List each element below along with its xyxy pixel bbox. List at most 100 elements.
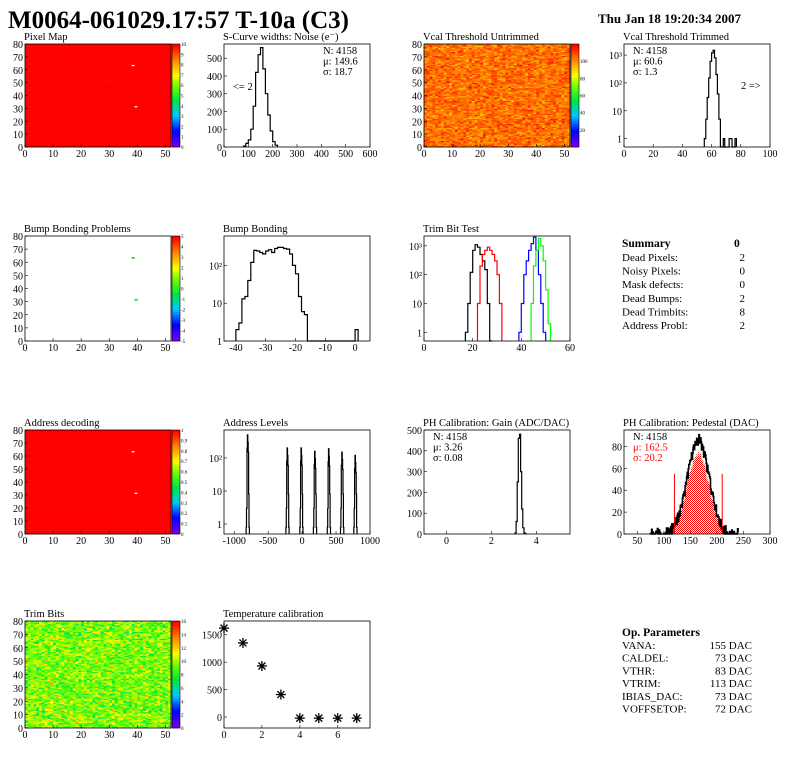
heatmap-cell [67,125,71,127]
heatmap-cell [50,132,54,135]
heatmap-cell [151,80,155,82]
heatmap-cell [148,109,152,112]
palette-swatch [172,122,180,125]
heatmap-cell [156,114,161,117]
heatmap-cell [75,81,79,83]
heatmap-cell [140,116,144,118]
heatmap-cell [131,127,135,130]
heatmap-cell [100,141,104,144]
heatmap-cell [165,131,169,134]
heatmap-cell [148,137,152,140]
heatmap-cell [142,114,147,117]
heatmap-cell [154,116,158,118]
heatmap-cell [165,89,169,91]
heatmap-cell [33,134,37,136]
heatmap-cell [78,114,82,117]
heatmap-cell [140,85,144,87]
heatmap-cell [106,98,110,100]
heatmap-cell [114,77,118,80]
heatmap-cell [53,130,57,132]
heatmap-cell [64,118,68,121]
heatmap-cell [39,76,43,78]
heatmap-cell [162,130,166,132]
heatmap-cell [30,86,34,89]
heatmap-cell [145,86,149,89]
heatmap-cell [151,98,155,100]
heatmap-cell [156,127,161,130]
heatmap-cell [67,116,71,118]
heatmap-cell [53,112,57,114]
heatmap-cell [159,85,163,87]
heatmap-cell [117,109,121,112]
heatmap-cell [83,77,88,80]
heatmap-cell [64,95,68,98]
heatmap-cell [86,128,90,131]
heatmap-cell [123,108,127,110]
heatmap-cell [117,86,121,89]
heatmap-cell [55,113,59,116]
heatmap-cell [39,94,43,96]
heatmap-cell [30,143,34,145]
heatmap-cell [30,80,34,82]
heatmap-cell [112,107,116,109]
heatmap-cell [156,112,161,114]
heatmap-cell [83,80,88,82]
heatmap-cell [159,119,163,122]
plot-title: Pixel Map [24,32,67,43]
heatmap-cell [61,144,65,147]
heatmap-cell [137,140,141,143]
heatmap-cell [126,101,130,104]
heatmap-cell [44,110,48,113]
heatmap-cell [53,114,57,117]
heatmap-cell [86,127,90,130]
heatmap-cell [33,89,37,91]
heatmap-cell [58,101,62,104]
heatmap-cell [117,135,121,137]
heatmap-cell [50,112,54,114]
heatmap-cell [95,85,99,87]
heatmap-cell [114,122,118,125]
heatmap-cell [151,130,155,132]
heatmap-cell [142,92,147,95]
heatmap-cell [159,139,163,141]
heatmap-cell [114,139,118,141]
heatmap-cell [89,126,93,128]
heatmap-cell [55,141,59,144]
heatmap-cell [126,114,130,117]
heatmap-cell [117,116,121,118]
heatmap-cell [128,96,132,99]
heatmap-cell [86,103,90,105]
heatmap-cell [58,89,62,91]
heatmap-cell [151,96,155,99]
heatmap-cell [41,140,45,143]
heatmap-cell [128,94,132,96]
plot-title: Vcal Threshold Untrimmed [423,32,540,43]
heatmap-cell [41,134,45,136]
heatmap-cell [89,110,93,113]
heatmap-cell [120,104,124,107]
heatmap-cell [162,131,166,134]
heatmap-cell [145,130,149,132]
heatmap-cell [154,134,158,136]
heatmap-cell [151,74,155,77]
heatmap-cell [72,117,76,119]
heatmap-cell [140,141,144,144]
heatmap-cell [140,107,144,109]
heatmap-cell [126,108,130,110]
palette-swatch [172,64,180,67]
heatmap-cell [30,85,34,87]
heatmap-cell [145,103,149,105]
heatmap-cell [75,131,79,134]
y-tick-label: 300 [207,90,222,101]
heatmap-cell [145,80,149,82]
heatmap-cell [123,76,127,78]
heatmap-cell [61,112,65,114]
heatmap-cell [162,90,166,92]
heatmap-cell [58,104,62,107]
heatmap-cell [58,98,62,100]
heatmap-cell [117,143,121,145]
heatmap-cell [134,122,138,125]
heatmap-cell [67,127,71,130]
heatmap-cell [25,74,29,77]
heatmap-cell [95,135,99,137]
